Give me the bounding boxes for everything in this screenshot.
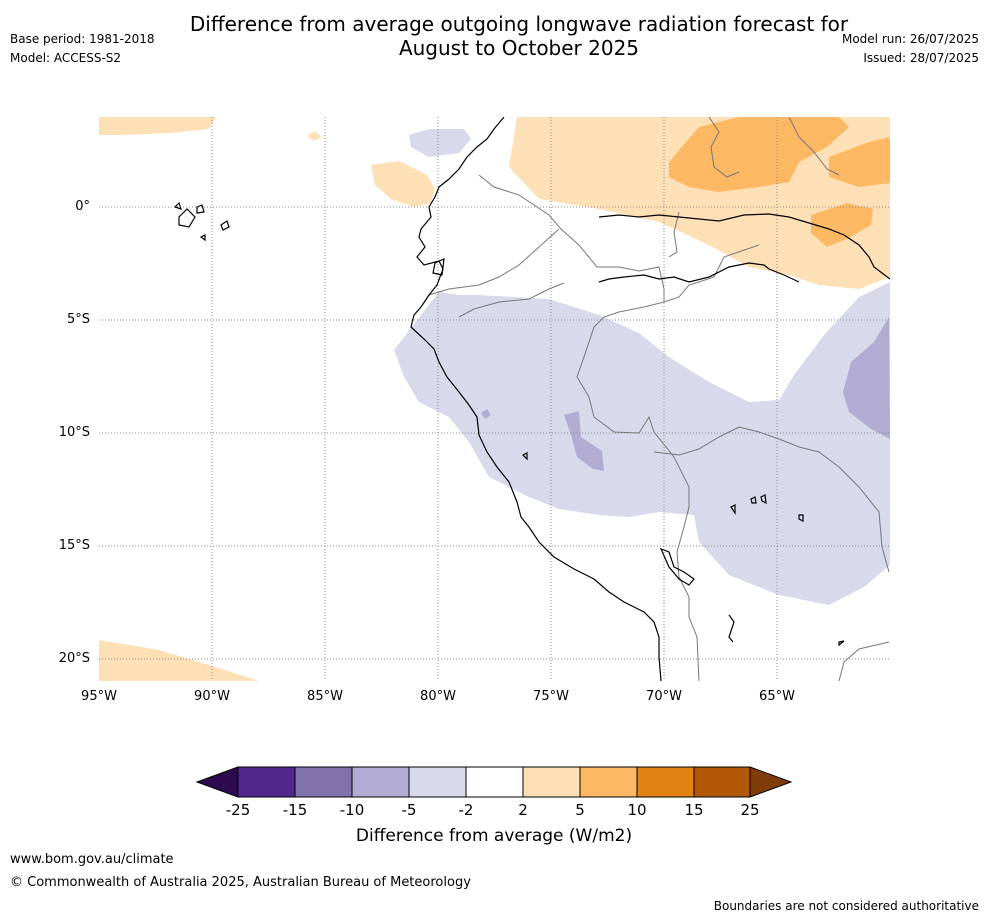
colorbar-bin-1 [237,766,296,798]
anomaly-light-orange-nw [99,117,216,135]
model-run-text: Model run: 26/07/2025 [841,32,979,46]
anomaly-orange-n2 [829,137,890,187]
colorbar [195,766,793,798]
colorbar-bin-4 [408,766,467,798]
anomaly-lavender-north [409,129,471,157]
anomaly-purple-dot [481,409,491,419]
colorbar-bin-2 [294,766,353,798]
colorbar-tick: 2 [518,801,528,819]
anomaly-orange-e [811,203,873,247]
lon-label-65w: 65°W [759,689,795,704]
title-line-2: August to October 2025 [398,36,640,60]
anomaly-lavender-main [394,282,890,605]
lat-label-0: 0° [75,199,90,214]
lon-label-85w: 85°W [307,689,343,704]
issued-text: Issued: 28/07/2025 [863,51,979,65]
colorbar-over-arrow [749,766,793,798]
colorbar-tick: 10 [627,801,647,819]
colorbar-under-arrow [195,766,239,798]
colorbar-bin-8 [636,766,695,798]
colorbar-tick: -2 [458,801,474,819]
lat-label-10s: 10°S [58,425,90,440]
lon-label-75w: 75°W [533,689,569,704]
graticule [99,117,890,681]
lon-label-80w: 80°W [420,689,456,704]
colorbar-tick: -15 [282,801,308,819]
colorbar-bin-9 [693,766,751,798]
colorbar-bin-6 [522,766,581,798]
lon-label-90w: 90°W [194,689,230,704]
colorbar-tick: -5 [401,801,417,819]
anomaly-light-orange-coast [371,161,435,207]
map-canvas [99,117,890,681]
country-borders [428,117,890,681]
colorbar-bin-7 [579,766,638,798]
map-panel [99,117,890,681]
anomaly-light-orange-islet [307,131,322,141]
colorbar-tick: 15 [684,801,704,819]
anomaly-purple-inland [564,411,604,471]
footer-disclaimer: Boundaries are not considered authoritat… [713,899,979,913]
anomaly-light-orange-sw [99,640,259,681]
lat-label-5s: 5°S [66,312,90,327]
lon-label-70w: 70°W [646,689,682,704]
colorbar-tick: -10 [339,801,365,819]
model-text: Model: ACCESS-S2 [10,51,122,65]
lat-label-15s: 15°S [58,538,90,553]
colorbar-bin-5 [465,766,524,798]
coastline [173,117,890,681]
anomaly-orange-n1 [669,117,849,192]
footer-copyright: © Commonwealth of Australia 2025, Austra… [10,875,471,890]
lon-label-95w: 95°W [81,689,117,704]
colorbar-tick: -25 [225,801,251,819]
colorbar-tick: 5 [575,801,585,819]
base-period-text: Base period: 1981-2018 [10,32,155,46]
map-title: Difference from average outgoing longwav… [0,12,988,60]
colorbar-tick: 25 [740,801,760,819]
lat-label-20s: 20°S [58,651,90,666]
colorbar-bin-3 [351,766,410,798]
anomaly-purple-east [843,317,890,439]
colorbar-title: Difference from average (W/m2) [355,826,633,846]
footer-url[interactable]: www.bom.gov.au/climate [10,852,174,867]
title-line-1: Difference from average outgoing longwav… [189,12,849,36]
